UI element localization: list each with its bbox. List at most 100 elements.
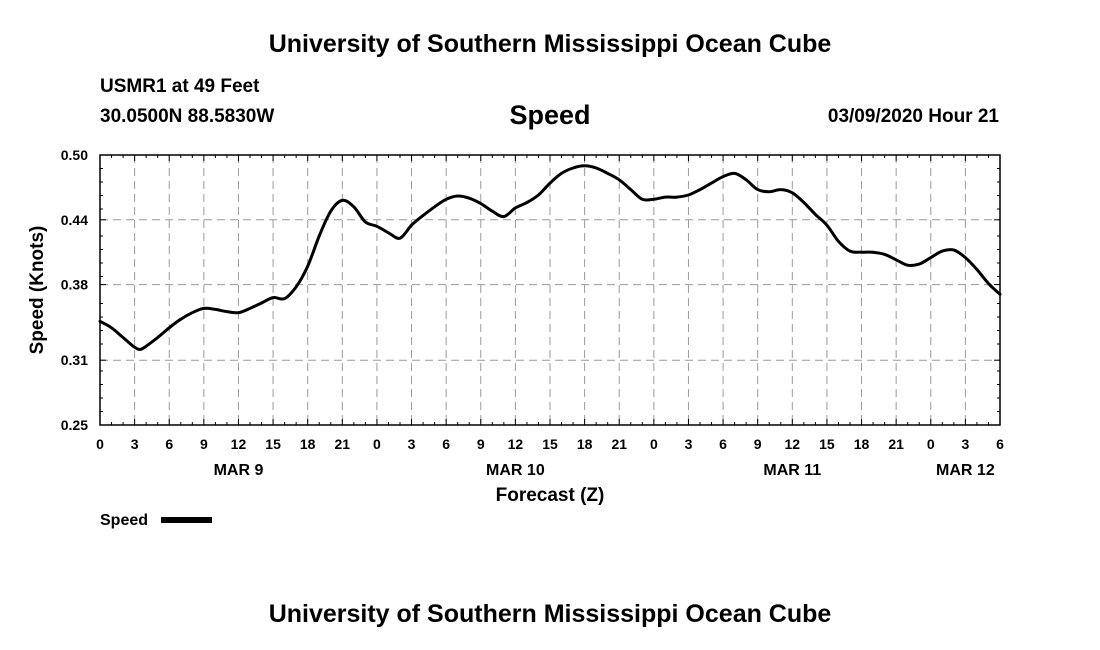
date-label: MAR 12 [936, 462, 995, 479]
data-point [422, 214, 425, 217]
data-point [145, 345, 148, 348]
data-point [237, 311, 240, 314]
data-point [445, 198, 448, 201]
x-tick-label: 15 [542, 436, 558, 452]
data-point [491, 210, 494, 213]
x-tick-label: 0 [373, 436, 381, 452]
x-tick-label: 21 [611, 436, 627, 452]
data-point [375, 225, 378, 228]
data-point [918, 263, 921, 266]
data-point [191, 311, 194, 314]
data-point [595, 167, 598, 170]
data-point [906, 264, 909, 267]
data-point [779, 188, 782, 191]
legend-label: Speed [100, 512, 148, 529]
data-point [768, 190, 771, 193]
data-point [664, 196, 667, 199]
x-tick-label: 15 [819, 436, 835, 452]
data-point [341, 199, 344, 202]
x-tick-label: 21 [335, 436, 351, 452]
x-tick-label: 18 [300, 436, 316, 452]
x-tick-label: 12 [785, 436, 801, 452]
data-point [941, 250, 944, 253]
data-point [468, 197, 471, 200]
data-point [733, 172, 736, 175]
x-tick-label: 9 [477, 436, 485, 452]
data-point [745, 178, 748, 181]
data-point [849, 250, 852, 253]
y-tick-label: 0.25 [61, 417, 88, 433]
data-point [756, 188, 759, 191]
data-point [283, 297, 286, 300]
data-point [872, 251, 875, 254]
data-point [560, 172, 563, 175]
y-tick-label: 0.50 [61, 147, 88, 163]
x-tick-label: 3 [961, 436, 969, 452]
data-point [329, 210, 332, 213]
data-point [410, 224, 413, 227]
x-tick-label: 12 [231, 436, 247, 452]
data-point [306, 265, 309, 268]
y-axis-label: Speed (Knots) [27, 226, 48, 355]
data-point [156, 336, 159, 339]
coordinates-label: 30.0500N 88.5830W [100, 106, 275, 127]
data-point [687, 194, 690, 197]
x-tick-label: 12 [508, 436, 524, 452]
x-tick-label: 18 [577, 436, 593, 452]
data-point [975, 268, 978, 271]
data-point [364, 221, 367, 224]
data-point [825, 224, 828, 227]
data-point [318, 235, 321, 238]
data-point [572, 167, 575, 170]
x-tick-label: 15 [265, 436, 281, 452]
data-point [606, 172, 609, 175]
data-point [895, 258, 898, 261]
date-label: MAR 10 [486, 462, 545, 479]
data-point [399, 237, 402, 240]
data-point [987, 282, 990, 285]
data-point [883, 253, 886, 256]
data-point [202, 307, 205, 310]
data-point [929, 256, 932, 259]
data-point [652, 198, 655, 201]
y-tick-label: 0.31 [61, 352, 88, 368]
chart-title: Speed [509, 100, 591, 130]
series-line-speed [98, 164, 1002, 351]
data-point [352, 205, 355, 208]
data-point [537, 194, 540, 197]
x-tick-label: 6 [719, 436, 727, 452]
data-point [675, 196, 678, 199]
data-point [514, 206, 517, 209]
data-point [387, 231, 390, 234]
data-point [479, 202, 482, 205]
data-point [260, 302, 263, 305]
data-point [837, 240, 840, 243]
data-point [502, 215, 505, 218]
x-axis-label: Forecast (Z) [496, 485, 605, 506]
x-tick-label: 9 [754, 436, 762, 452]
data-point [525, 201, 528, 204]
x-tick-label: 3 [685, 436, 693, 452]
x-tick-label: 0 [650, 436, 658, 452]
date-label: MAR 9 [214, 462, 264, 479]
x-tick-label: 9 [200, 436, 208, 452]
station-label: USMR1 at 49 Feet [100, 76, 260, 97]
data-point [110, 326, 113, 329]
data-point [179, 318, 182, 321]
page-title: University of Southern Mississippi Ocean… [268, 30, 832, 58]
data-point [225, 310, 228, 313]
data-point [433, 205, 436, 208]
forecast-timestamp: 03/09/2020 Hour 21 [827, 106, 999, 127]
data-point [618, 178, 621, 181]
x-tick-label: 0 [96, 436, 104, 452]
data-point [122, 336, 125, 339]
data-point [964, 256, 967, 259]
data-point [699, 188, 702, 191]
data-point [629, 188, 632, 191]
data-point [168, 326, 171, 329]
y-tick-label: 0.38 [61, 277, 88, 293]
data-point [641, 198, 644, 201]
x-tick-label: 6 [442, 436, 450, 452]
x-tick-label: 21 [888, 436, 904, 452]
